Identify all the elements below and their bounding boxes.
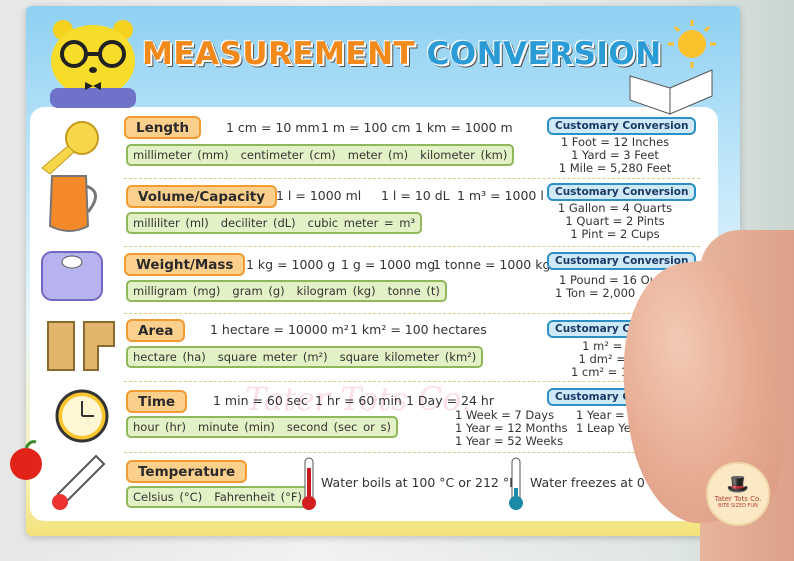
fact: 1 Year = 52 Weeks (455, 434, 564, 448)
unit: deciliter (dL) (220, 216, 296, 230)
fact: 1 Mile = 5,280 Feet (558, 161, 672, 175)
unit: square meter (m²) (217, 350, 328, 364)
category-time: Time (126, 390, 188, 413)
divider (124, 381, 700, 382)
equation: 1 kg = 1000 g (246, 257, 336, 272)
equation: 1 km² = 100 hectares (350, 322, 487, 337)
unit: centimeter (cm) (240, 148, 336, 162)
customary-label: Customary Conversion (547, 183, 697, 201)
equation: 1 hectare = 10000 m² (210, 322, 349, 337)
equation: 1 l = 10 dL (381, 188, 450, 203)
equation: 1 tonne = 1000 kg (433, 257, 551, 272)
units-weight: milligram (mg) gram (g) kilogram (kg) tonne… (126, 280, 447, 302)
page-title: MEASUREMENT CONVERSION (142, 36, 662, 72)
juice-jug-icon (48, 175, 97, 232)
units-length: millimeter (mm) centimeter (cm) meter (m) k… (126, 144, 515, 166)
equation: 1 hr = 60 min (315, 393, 402, 408)
fact: 1 Pound = 16 Ou (559, 273, 657, 287)
fact: 1 Year = 12 Months (455, 421, 568, 435)
unit: Celsius (°C) (133, 490, 203, 504)
customary-list: 1 Foot = 12 Inches 1 Yard = 3 Feet 1 Mile … (555, 136, 675, 175)
unit: hour (hr) (133, 420, 186, 434)
category-volume: Volume/Capacity (126, 185, 278, 208)
land-area-icon (47, 321, 115, 371)
bear-mascot-icon (50, 20, 136, 108)
unit: gram (g) (232, 284, 285, 298)
equation: 1 cm = 10 mm (226, 120, 320, 135)
fact: 1 Ton = 2,000 (555, 286, 636, 300)
units-volume: milliliter (ml) deciliter (dL) cubic meter… (126, 212, 423, 234)
sun-icon (668, 20, 716, 68)
units-area: hectare (ha) square meter (m²) square kilo… (126, 346, 484, 368)
unit: milligram (mg) (133, 284, 221, 298)
fact: 1 Quart = 2 Pints (565, 214, 665, 228)
fact-boiling: Water boils at 100 °C or 212 °F (321, 475, 517, 490)
fact: 1 Yard = 3 Feet (571, 148, 659, 162)
divider (124, 452, 700, 453)
customary-label: Customary Conversion (547, 252, 697, 270)
fact: 1 Pint = 2 Cups (570, 227, 660, 241)
equation: 1 m = 100 cm (321, 120, 411, 135)
fact: 1 Foot = 12 Inches (560, 135, 670, 149)
equation: 1 km = 1000 m (415, 120, 513, 135)
customary-list: 1 Pound = 16 Ou 1 Ton = 2,000 (555, 274, 665, 300)
category-area: Area (126, 319, 186, 342)
equation: 1 min = 60 sec (213, 393, 308, 408)
unit: square kilometer (km²) (339, 350, 477, 364)
equation: 1 g = 1000 mg (341, 257, 436, 272)
logo-tagline: BITE SIZED FUN (718, 503, 758, 509)
unit: kilogram (kg) (296, 284, 376, 298)
fact: 1 Gallon = 4 Quarts (557, 201, 673, 215)
customary-list: 1 Gallon = 4 Quarts 1 Quart = 2 Pints 1 Pi… (555, 202, 675, 241)
customary-label: Customary Conversion (547, 117, 697, 135)
scale-icon (41, 251, 103, 301)
customary-label: Customary Co (547, 320, 646, 338)
open-book-icon (629, 69, 713, 115)
clock-icon (55, 389, 109, 443)
hot-thermometer-icon (302, 457, 316, 510)
logo-name: Tater Tots Co. (714, 495, 762, 503)
unit: cubic meter = m³ (307, 216, 416, 230)
watermark: Tater Tots Co. (245, 380, 472, 418)
fact: 1 Week = 7 Days (455, 408, 555, 422)
cold-thermometer-icon (509, 457, 523, 510)
category-temperature: Temperature (126, 460, 248, 483)
category-length: Length (124, 116, 202, 139)
divider (124, 246, 700, 247)
brand-logo: 🎩 Tater Tots Co. BITE SIZED FUN (706, 462, 770, 526)
unit: Fahrenheit (°F) (214, 490, 302, 504)
equation: 1 Day = 24 hr (406, 393, 494, 408)
unit: millimeter (mm) (133, 148, 229, 162)
category-weight: Weight/Mass (124, 253, 246, 276)
unit: second (sec or s) (286, 420, 391, 434)
divider (124, 313, 700, 314)
unit: meter (m) (347, 148, 409, 162)
unit: tonne (t) (387, 284, 440, 298)
unit: milliliter (ml) (133, 216, 209, 230)
units-time: hour (hr) minute (min) second (sec or s) (126, 416, 398, 438)
unit: minute (min) (198, 420, 275, 434)
thermometer-icon (52, 454, 106, 510)
divider (124, 178, 700, 179)
equation: 1 m³ = 1000 l (457, 188, 544, 203)
customary-list-left: 1 Week = 7 Days 1 Year = 12 Months 1 Year … (455, 409, 568, 448)
apple-icon (10, 440, 42, 480)
unit: hectare (ha) (133, 350, 206, 364)
units-temperature: Celsius (°C) Fahrenheit (°F) (126, 486, 309, 508)
tape-measure-icon (41, 121, 99, 175)
unit: kilometer (km) (420, 148, 508, 162)
equation: 1 l = 1000 ml (276, 188, 362, 203)
